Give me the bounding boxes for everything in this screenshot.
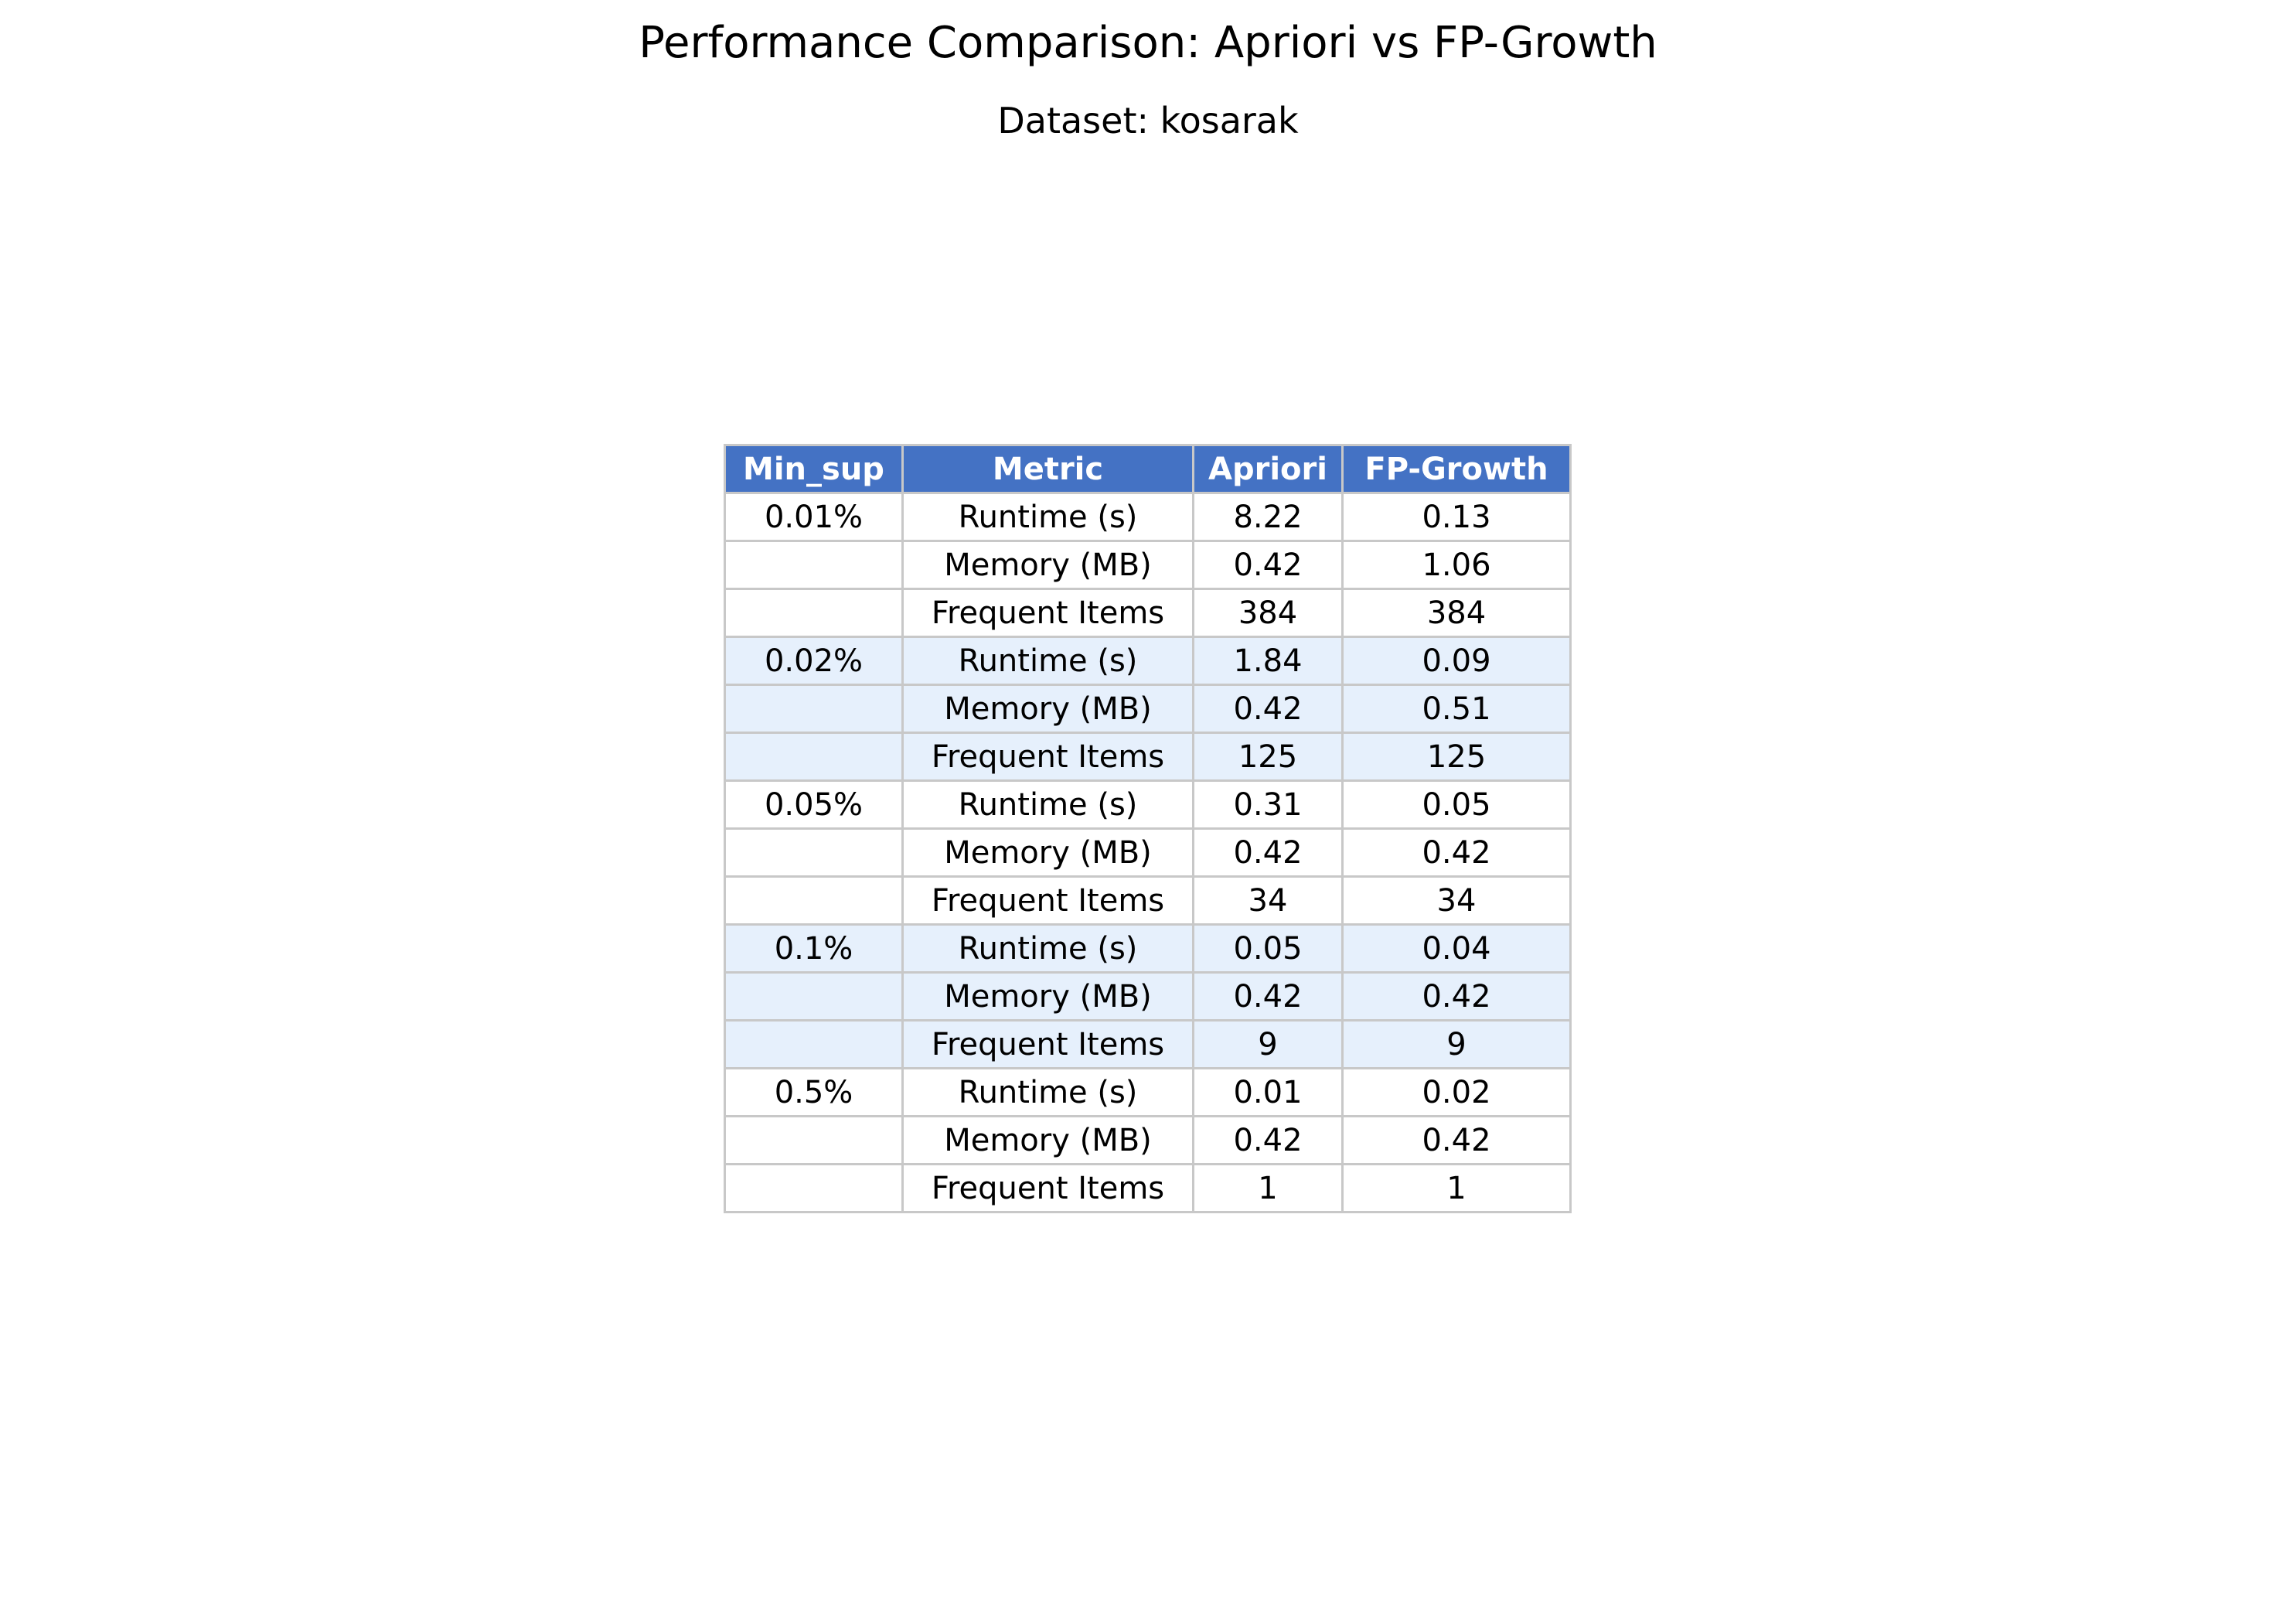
apriori-cell: 0.42 bbox=[1192, 1115, 1344, 1165]
apriori-cell: 1.84 bbox=[1192, 636, 1344, 686]
min-sup-cell: 0.5% bbox=[724, 1067, 904, 1117]
table-row: Frequent Items 1 1 bbox=[724, 1163, 1572, 1213]
table-header-row: Min_sup Metric Apriori FP-Growth bbox=[724, 444, 1572, 494]
min-sup-cell bbox=[724, 588, 904, 638]
metric-cell: Frequent Items bbox=[901, 732, 1194, 782]
apriori-cell: 125 bbox=[1192, 732, 1344, 782]
metric-cell: Runtime (s) bbox=[901, 636, 1194, 686]
header-metric: Metric bbox=[901, 444, 1194, 494]
table-row: 0.01% Runtime (s) 8.22 0.13 bbox=[724, 492, 1572, 542]
apriori-cell: 0.01 bbox=[1192, 1067, 1344, 1117]
apriori-cell: 0.42 bbox=[1192, 540, 1344, 590]
apriori-cell: 0.42 bbox=[1192, 971, 1344, 1021]
fp-growth-cell: 0.42 bbox=[1341, 827, 1572, 878]
fp-growth-cell: 1.06 bbox=[1341, 540, 1572, 590]
table-row: Frequent Items 34 34 bbox=[724, 875, 1572, 926]
fp-growth-cell: 9 bbox=[1341, 1019, 1572, 1069]
min-sup-cell: 0.1% bbox=[724, 923, 904, 974]
apriori-cell: 0.42 bbox=[1192, 684, 1344, 734]
table-row: Frequent Items 125 125 bbox=[724, 732, 1572, 782]
min-sup-cell bbox=[724, 971, 904, 1021]
table-row: Memory (MB) 0.42 0.42 bbox=[724, 1115, 1572, 1165]
fp-growth-cell: 1 bbox=[1341, 1163, 1572, 1213]
fp-growth-cell: 0.09 bbox=[1341, 636, 1572, 686]
min-sup-cell bbox=[724, 732, 904, 782]
table-row: Memory (MB) 0.42 1.06 bbox=[724, 540, 1572, 590]
table-row: Memory (MB) 0.42 0.42 bbox=[724, 827, 1572, 878]
min-sup-cell bbox=[724, 1115, 904, 1165]
apriori-cell: 34 bbox=[1192, 875, 1344, 926]
fp-growth-cell: 125 bbox=[1341, 732, 1572, 782]
table-row: 0.02% Runtime (s) 1.84 0.09 bbox=[724, 636, 1572, 686]
min-sup-cell bbox=[724, 875, 904, 926]
header-apriori: Apriori bbox=[1192, 444, 1344, 494]
metric-cell: Memory (MB) bbox=[901, 827, 1194, 878]
fp-growth-cell: 0.51 bbox=[1341, 684, 1572, 734]
metric-cell: Frequent Items bbox=[901, 1163, 1194, 1213]
table-body: 0.01% Runtime (s) 8.22 0.13 Memory (MB) 0.42 1… bbox=[724, 492, 1572, 1213]
chart-subtitle: Dataset: kosarak bbox=[997, 100, 1299, 142]
header-fp-growth: FP-Growth bbox=[1341, 444, 1572, 494]
fp-growth-cell: 0.02 bbox=[1341, 1067, 1572, 1117]
table-row: Frequent Items 384 384 bbox=[724, 588, 1572, 638]
min-sup-cell bbox=[724, 684, 904, 734]
min-sup-cell: 0.05% bbox=[724, 779, 904, 830]
table-row: 0.1% Runtime (s) 0.05 0.04 bbox=[724, 923, 1572, 974]
metric-cell: Runtime (s) bbox=[901, 779, 1194, 830]
table-row: 0.05% Runtime (s) 0.31 0.05 bbox=[724, 779, 1572, 830]
fp-growth-cell: 0.05 bbox=[1341, 779, 1572, 830]
metric-cell: Memory (MB) bbox=[901, 540, 1194, 590]
header-min-sup: Min_sup bbox=[724, 444, 904, 494]
fp-growth-cell: 0.42 bbox=[1341, 1115, 1572, 1165]
performance-table: Min_sup Metric Apriori FP-Growth 0.01% Ru… bbox=[724, 444, 1572, 1213]
apriori-cell: 0.42 bbox=[1192, 827, 1344, 878]
apriori-cell: 0.31 bbox=[1192, 779, 1344, 830]
fp-growth-cell: 384 bbox=[1341, 588, 1572, 638]
fp-growth-cell: 0.42 bbox=[1341, 971, 1572, 1021]
fp-growth-cell: 0.04 bbox=[1341, 923, 1572, 974]
fp-growth-cell: 34 bbox=[1341, 875, 1572, 926]
metric-cell: Runtime (s) bbox=[901, 923, 1194, 974]
min-sup-cell bbox=[724, 1163, 904, 1213]
apriori-cell: 1 bbox=[1192, 1163, 1344, 1213]
apriori-cell: 384 bbox=[1192, 588, 1344, 638]
metric-cell: Runtime (s) bbox=[901, 1067, 1194, 1117]
metric-cell: Memory (MB) bbox=[901, 1115, 1194, 1165]
table-row: 0.5% Runtime (s) 0.01 0.02 bbox=[724, 1067, 1572, 1117]
apriori-cell: 0.05 bbox=[1192, 923, 1344, 974]
metric-cell: Runtime (s) bbox=[901, 492, 1194, 542]
metric-cell: Memory (MB) bbox=[901, 971, 1194, 1021]
min-sup-cell bbox=[724, 827, 904, 878]
metric-cell: Memory (MB) bbox=[901, 684, 1194, 734]
min-sup-cell bbox=[724, 540, 904, 590]
apriori-cell: 9 bbox=[1192, 1019, 1344, 1069]
min-sup-cell bbox=[724, 1019, 904, 1069]
table-row: Frequent Items 9 9 bbox=[724, 1019, 1572, 1069]
metric-cell: Frequent Items bbox=[901, 875, 1194, 926]
chart-title: Performance Comparison: Apriori vs FP-Gr… bbox=[639, 18, 1657, 68]
table-row: Memory (MB) 0.42 0.51 bbox=[724, 684, 1572, 734]
metric-cell: Frequent Items bbox=[901, 588, 1194, 638]
apriori-cell: 8.22 bbox=[1192, 492, 1344, 542]
min-sup-cell: 0.02% bbox=[724, 636, 904, 686]
table-row: Memory (MB) 0.42 0.42 bbox=[724, 971, 1572, 1021]
metric-cell: Frequent Items bbox=[901, 1019, 1194, 1069]
fp-growth-cell: 0.13 bbox=[1341, 492, 1572, 542]
min-sup-cell: 0.01% bbox=[724, 492, 904, 542]
